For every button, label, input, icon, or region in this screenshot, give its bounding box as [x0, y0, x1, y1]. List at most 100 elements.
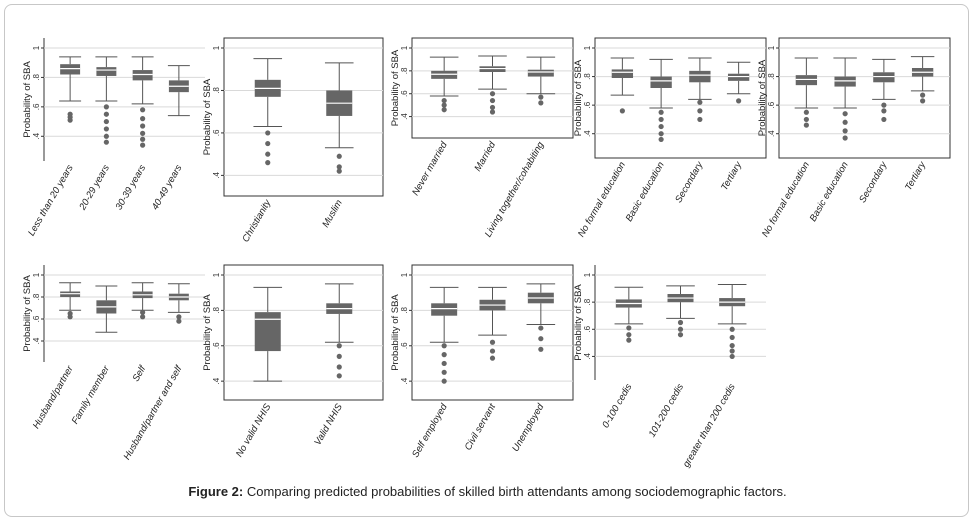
x-category-label: 20-29 years [77, 163, 112, 213]
x-category-label: Self employed [410, 401, 450, 459]
outlier-point [489, 339, 496, 345]
y-tick-label: .8 [212, 87, 221, 94]
chart-panel-2: .4 .6 .8 1 Probability of SBA Christianity Mus… [202, 37, 384, 244]
outlier-point [538, 336, 544, 342]
y-tick-label: .4 [400, 377, 409, 384]
x-category-label: 40-49 years [150, 163, 185, 212]
y-tick-label: .8 [400, 306, 409, 313]
outlier-point [265, 160, 271, 166]
y-axis-label: Probability of SBA [202, 294, 213, 371]
y-axis-label: Probability of SBA [390, 49, 401, 126]
outlier-point [729, 334, 735, 341]
outlier-point [103, 139, 109, 145]
outlier-point [803, 109, 809, 115]
x-category-label: 101-200 cedis [647, 382, 686, 439]
outlier-point [336, 373, 342, 379]
box-1: No formal education [760, 57, 819, 239]
outlier-point [140, 142, 146, 148]
y-axis-label: Probability of SBA [202, 78, 213, 155]
outlier-point [336, 364, 342, 370]
outlier-point [677, 326, 684, 332]
y-tick-label: .4 [583, 130, 592, 137]
y-tick-label: 1 [583, 272, 592, 277]
outlier-point [336, 353, 342, 359]
y-tick-label: .8 [583, 298, 592, 305]
box-1: Self employed [410, 286, 459, 460]
y-tick-label: 1 [32, 45, 41, 50]
outlier-point [803, 122, 809, 128]
box-2: Valid NHIS [312, 283, 354, 447]
outlier-point [441, 360, 447, 367]
box-2: Family member [70, 285, 118, 426]
y-tick-label: .6 [32, 315, 41, 322]
y-tick-label: .6 [212, 129, 221, 136]
outlier-point [881, 108, 887, 114]
y-tick-label: .4 [32, 132, 41, 139]
y-tick-label: .4 [32, 337, 41, 344]
outlier-point [441, 352, 447, 358]
outlier-point [697, 99, 703, 105]
outlier-point [729, 348, 735, 354]
box-3: 30-39 years [114, 56, 154, 212]
y-tick-label: 1 [212, 45, 221, 50]
x-category-label: No formal education [760, 160, 812, 239]
outlier-point [441, 369, 447, 375]
panel-border [594, 37, 767, 159]
outlier-point [336, 153, 342, 159]
outlier-point [658, 116, 664, 123]
box-body [834, 76, 856, 87]
outlier-point [103, 126, 109, 132]
y-axis-label: Probability of SBA [757, 59, 768, 136]
outlier-point [697, 108, 703, 114]
caption-text: Comparing predicted probabilities of ski… [246, 484, 787, 499]
outlier-point [489, 104, 496, 111]
outlier-point [677, 319, 684, 326]
outlier-point [489, 91, 496, 97]
outlier-point [176, 314, 182, 320]
outlier-point [803, 116, 809, 123]
x-category-label: Civil servant [463, 402, 499, 453]
box-body [96, 67, 117, 76]
outlier-point [658, 123, 664, 130]
y-axis-label: Probability of SBA [573, 59, 584, 136]
outlier-point [140, 309, 146, 315]
panel-border [223, 264, 384, 401]
box-body [527, 69, 554, 77]
box-4: 40-49 years [150, 65, 190, 212]
outlier-point [336, 164, 342, 170]
outlier-point [538, 100, 544, 106]
x-category-label: Tertiary [903, 159, 929, 193]
x-category-label: Self [131, 363, 149, 384]
panel-border [223, 37, 384, 197]
y-tick-label: .6 [767, 101, 776, 108]
outlier-point [441, 97, 447, 104]
box-2: Basic education [624, 58, 673, 224]
box-3: Secondary [673, 57, 712, 205]
outlier-point [489, 109, 496, 115]
chart-panel-7: .4 .6 .8 1 Probability of SBA No valid NHIS Va… [202, 264, 384, 459]
outlier-point [103, 111, 109, 117]
outlier-point [729, 326, 735, 332]
outlier-point [626, 337, 632, 343]
box-body [431, 303, 458, 316]
box-3: greater than 200 cedis [681, 284, 747, 469]
outlier-point [441, 378, 447, 384]
outlier-point [103, 118, 109, 125]
y-tick-label: 1 [212, 272, 221, 277]
x-category-label: Unemployed [510, 401, 547, 453]
outlier-point [103, 133, 109, 139]
outlier-point [842, 135, 848, 141]
outlier-point [67, 117, 73, 123]
box-1: No formal education [576, 57, 635, 239]
outlier-point [677, 332, 684, 338]
y-tick-label: 1 [400, 272, 409, 277]
box-3: Secondary [857, 58, 896, 205]
box-body [611, 69, 634, 78]
box-2: 20-29 years [77, 56, 118, 213]
outlier-point [441, 343, 447, 349]
box-body [60, 64, 81, 75]
box-1: Less than 20 years [26, 56, 82, 238]
x-category-label: Christianity [240, 197, 274, 244]
outlier-point [658, 136, 664, 143]
y-tick-label: .4 [212, 377, 221, 384]
